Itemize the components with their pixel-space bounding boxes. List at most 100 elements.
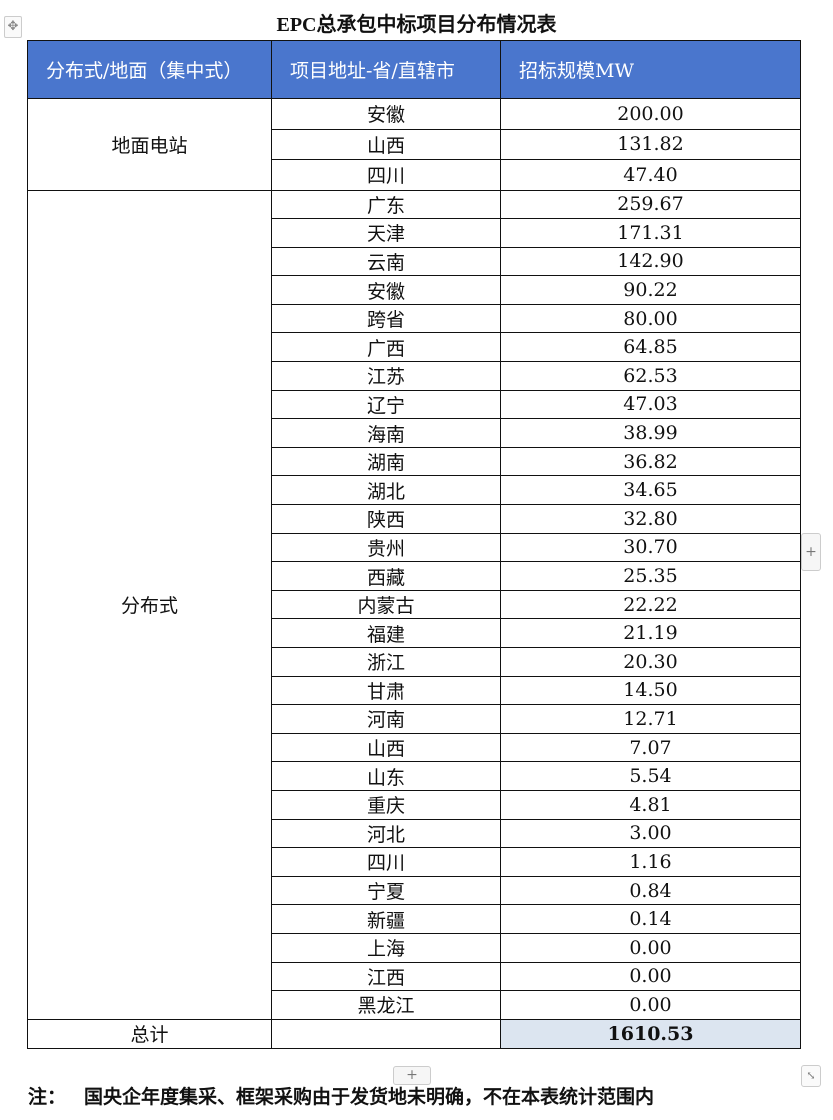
scale-cell: 25.35: [500, 561, 801, 591]
province-cell: 西藏: [271, 561, 501, 591]
table-row: 广西 64.85: [28, 332, 801, 363]
scale-cell: 20.30: [500, 647, 801, 677]
footnote: 注： 国央企年度集采、框架采购由于发货地未明确，不在本表统计范围内: [28, 1082, 654, 1109]
province-cell: 新疆: [271, 904, 501, 934]
header-row: 分布式/地面（集中式） 项目地址-省/直辖市 招标规模MW: [27, 40, 801, 99]
table-row: 甘肃 14.50: [28, 675, 801, 706]
scale-cell: 12.71: [500, 704, 801, 734]
province-cell: 云南: [271, 246, 501, 277]
table-row: 江苏 62.53: [28, 361, 801, 391]
table-move-handle-icon[interactable]: ✥: [4, 16, 22, 38]
scale-cell: 0.00: [500, 932, 801, 963]
scale-cell: 4.81: [500, 789, 801, 820]
province-cell: 山东: [271, 761, 501, 791]
province-cell: 内蒙古: [271, 589, 501, 620]
province-cell: 贵州: [271, 532, 501, 563]
table-row: 河北 3.00: [28, 818, 801, 849]
total-value: 1610.53: [500, 1018, 801, 1049]
table-row: 四川 47.40: [28, 159, 801, 191]
scale-cell: 47.03: [500, 389, 801, 420]
province-cell: 湖南: [271, 446, 501, 477]
scale-cell: 142.90: [500, 246, 801, 277]
province-cell: 重庆: [271, 789, 501, 820]
total-row: 总计 1610.53: [27, 1018, 801, 1049]
table-row: 黑龙江 0.00: [28, 990, 801, 1020]
resize-icon[interactable]: ⤡: [801, 1065, 821, 1087]
scale-cell: 0.84: [500, 875, 801, 906]
table-row: 云南 142.90: [28, 246, 801, 277]
footnote-text: 国央企年度集采、框架采购由于发货地未明确，不在本表统计范围内: [84, 1086, 655, 1108]
province-cell: 宁夏: [271, 875, 501, 906]
scale-cell: 21.19: [500, 618, 801, 648]
data-table: 分布式/地面（集中式） 项目地址-省/直辖市 招标规模MW 地面电站 安徽 200.…: [27, 40, 801, 1049]
table-row: 福建 21.19: [28, 618, 801, 648]
scale-cell: 30.70: [500, 532, 801, 563]
scale-cell: 14.50: [500, 675, 801, 706]
footnote-label: 注：: [28, 1086, 67, 1108]
table-row: 辽宁 47.03: [28, 389, 801, 420]
scale-cell: 0.14: [500, 904, 801, 934]
scale-cell: 38.99: [500, 418, 801, 448]
scale-cell: 200.00: [500, 98, 801, 130]
header-scale: 招标规模MW: [500, 40, 801, 99]
province-cell: 福建: [271, 618, 501, 648]
province-cell: 海南: [271, 418, 501, 448]
province-cell: 安徽: [271, 98, 501, 130]
scale-cell: 3.00: [500, 818, 801, 849]
scale-cell: 7.07: [500, 732, 801, 763]
scale-cell: 259.67: [500, 189, 801, 220]
table-row: 天津 171.31: [28, 218, 801, 248]
add-row-button[interactable]: +: [393, 1066, 431, 1085]
table-row: 河南 12.71: [28, 704, 801, 734]
scale-cell: 0.00: [500, 990, 801, 1020]
province-cell: 浙江: [271, 647, 501, 677]
province-cell: 陕西: [271, 504, 501, 534]
province-cell: 黑龙江: [271, 990, 501, 1020]
province-cell: 甘肃: [271, 675, 501, 706]
province-cell: 四川: [271, 159, 501, 191]
table-row: 安徽 90.22: [28, 275, 801, 305]
province-cell: 广东: [271, 189, 501, 220]
province-cell: 上海: [271, 932, 501, 963]
scale-cell: 34.65: [500, 475, 801, 506]
province-cell: 湖北: [271, 475, 501, 506]
header-type: 分布式/地面（集中式）: [27, 40, 272, 99]
scale-cell: 47.40: [500, 159, 801, 191]
scale-cell: 80.00: [500, 303, 801, 334]
scale-cell: 1.16: [500, 847, 801, 877]
scale-cell: 64.85: [500, 332, 801, 363]
province-cell: 跨省: [271, 303, 501, 334]
province-cell: 山西: [271, 732, 501, 763]
header-province: 项目地址-省/直辖市: [271, 40, 501, 99]
table-row: 西藏 25.35: [28, 561, 801, 591]
page-title: EPC总承包中标项目分布情况表: [276, 14, 557, 36]
add-column-button[interactable]: +: [801, 533, 821, 571]
province-cell: 江西: [271, 961, 501, 992]
province-cell: 天津: [271, 218, 501, 248]
scale-cell: 0.00: [500, 961, 801, 992]
province-cell: 安徽: [271, 275, 501, 305]
province-cell: 广西: [271, 332, 501, 363]
province-cell: 江苏: [271, 361, 501, 391]
scale-cell: 62.53: [500, 361, 801, 391]
table-row: 地面电站 安徽 200.00: [27, 98, 801, 191]
scale-cell: 5.54: [500, 761, 801, 791]
table-row: 海南 38.99: [28, 418, 801, 448]
table-row: 陕西 32.80: [28, 504, 801, 534]
table-row: 湖南 36.82: [28, 446, 801, 477]
table-row: 四川 1.16: [28, 847, 801, 877]
province-cell: 河南: [271, 704, 501, 734]
total-label: 总计: [27, 1018, 272, 1049]
table-row: 内蒙古 22.22: [28, 589, 801, 620]
table-row: 宁夏 0.84: [28, 875, 801, 906]
table-row: 上海 0.00: [28, 932, 801, 963]
province-cell: 山西: [271, 128, 501, 160]
table-row: 山西 7.07: [28, 732, 801, 763]
group-name: 地面电站: [27, 98, 272, 191]
scale-cell: 171.31: [500, 218, 801, 248]
scale-cell: 22.22: [500, 589, 801, 620]
table-row: 分布式 广东 259.67: [27, 189, 801, 1020]
province-cell: 四川: [271, 847, 501, 877]
scale-cell: 36.82: [500, 446, 801, 477]
province-cell: 河北: [271, 818, 501, 849]
